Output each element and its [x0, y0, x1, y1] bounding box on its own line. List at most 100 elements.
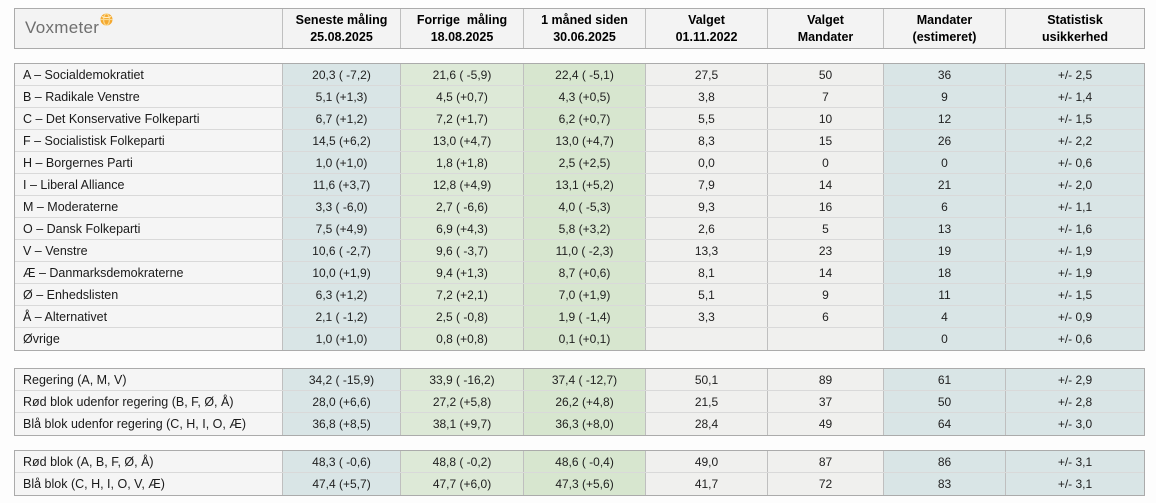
value-cell: 4,3 (+0,5)	[524, 86, 646, 107]
row-label: B – Radikale Venstre	[15, 86, 283, 107]
value-cell: 7,2 (+1,7)	[401, 108, 524, 129]
value-cell: 10	[768, 108, 884, 129]
value-cell: 47,7 (+6,0)	[401, 473, 524, 495]
value-cell: +/- 1,1	[1006, 196, 1144, 217]
value-cell: 14,5 (+6,2)	[283, 130, 401, 151]
value-cell: 72	[768, 473, 884, 495]
column-header: Mandater (estimeret)	[884, 9, 1006, 48]
value-cell: 21	[884, 174, 1006, 195]
value-cell: 1,9 ( -1,4)	[524, 306, 646, 327]
value-cell: 37,4 ( -12,7)	[524, 369, 646, 390]
column-header-title: Statistisk	[1047, 13, 1103, 27]
value-cell: 7,5 (+4,9)	[283, 218, 401, 239]
globe-icon	[100, 13, 113, 27]
value-cell: 14	[768, 262, 884, 283]
value-cell: 0	[884, 328, 1006, 350]
value-cell: 5,8 (+3,2)	[524, 218, 646, 239]
column-header-subtitle: 25.08.2025	[310, 29, 373, 44]
value-cell: 36,3 (+8,0)	[524, 413, 646, 435]
table-row: A – Socialdemokratiet 20,3 ( -7,2) 21,6 ( …	[15, 64, 1144, 86]
row-label: Å – Alternativet	[15, 306, 283, 327]
value-cell: 0	[768, 152, 884, 173]
table-row: Regering (A, M, V) 34,2 ( -15,9) 33,9 ( -1…	[15, 369, 1144, 391]
value-cell: 0	[884, 152, 1006, 173]
value-cell: 10,0 (+1,9)	[283, 262, 401, 283]
value-cell: 49,0	[646, 451, 768, 472]
value-cell: 1,8 (+1,8)	[401, 152, 524, 173]
value-cell: 7,0 (+1,9)	[524, 284, 646, 305]
value-cell: 47,3 (+5,6)	[524, 473, 646, 495]
value-cell: 36,8 (+8,5)	[283, 413, 401, 435]
value-cell: +/- 1,5	[1006, 284, 1144, 305]
row-label: C – Det Konservative Folkeparti	[15, 108, 283, 129]
value-cell: 0,0	[646, 152, 768, 173]
value-cell: +/- 1,6	[1006, 218, 1144, 239]
brand-cell: Voxmeter	[15, 9, 283, 48]
row-label: I – Liberal Alliance	[15, 174, 283, 195]
value-cell: 13,3	[646, 240, 768, 261]
value-cell: 6,9 (+4,3)	[401, 218, 524, 239]
value-cell: 34,2 ( -15,9)	[283, 369, 401, 390]
value-cell: 5,1 (+1,3)	[283, 86, 401, 107]
value-cell: 26	[884, 130, 1006, 151]
value-cell: 9	[884, 86, 1006, 107]
table-row: C – Det Konservative Folkeparti 6,7 (+1,2…	[15, 108, 1144, 130]
value-cell: 10,6 ( -2,7)	[283, 240, 401, 261]
column-header-title: Valget	[807, 13, 844, 27]
table-row: B – Radikale Venstre 5,1 (+1,3) 4,5 (+0,7)…	[15, 86, 1144, 108]
column-header-title: Forrige måling	[416, 13, 508, 27]
value-cell: 6	[884, 196, 1006, 217]
row-label: A – Socialdemokratiet	[15, 64, 283, 85]
value-cell: 50	[768, 64, 884, 85]
table-row: Blå blok udenfor regering (C, H, I, O, Æ…	[15, 413, 1144, 435]
value-cell: +/- 2,5	[1006, 64, 1144, 85]
value-cell: +/- 0,6	[1006, 152, 1144, 173]
value-cell: 7	[768, 86, 884, 107]
value-cell: 28,4	[646, 413, 768, 435]
government-blocks-table-section: Regering (A, M, V) 34,2 ( -15,9) 33,9 ( -1…	[14, 368, 1145, 436]
table-row: F – Socialistisk Folkeparti 14,5 (+6,2) 13…	[15, 130, 1144, 152]
column-header-title: 1 måned siden	[541, 13, 628, 27]
table-row: H – Borgernes Parti 1,0 (+1,0) 1,8 (+1,8) 2…	[15, 152, 1144, 174]
value-cell: 64	[884, 413, 1006, 435]
value-cell: 86	[884, 451, 1006, 472]
value-cell: 6,3 (+1,2)	[283, 284, 401, 305]
value-cell: 3,3 ( -6,0)	[283, 196, 401, 217]
value-cell: 20,3 ( -7,2)	[283, 64, 401, 85]
value-cell: 21,6 ( -5,9)	[401, 64, 524, 85]
column-header-subtitle: (estimeret)	[912, 29, 977, 44]
value-cell: +/- 2,9	[1006, 369, 1144, 390]
value-cell: 38,1 (+9,7)	[401, 413, 524, 435]
value-cell: 33,9 ( -16,2)	[401, 369, 524, 390]
value-cell: 8,1	[646, 262, 768, 283]
value-cell: 4,0 ( -5,3)	[524, 196, 646, 217]
value-cell: 83	[884, 473, 1006, 495]
value-cell: 12,8 (+4,9)	[401, 174, 524, 195]
value-cell: 2,5 ( -0,8)	[401, 306, 524, 327]
value-cell: 3,3	[646, 306, 768, 327]
row-label: M – Moderaterne	[15, 196, 283, 217]
table-row: M – Moderaterne 3,3 ( -6,0) 2,7 ( -6,6) 4,0…	[15, 196, 1144, 218]
value-cell: 36	[884, 64, 1006, 85]
value-cell: 9,6 ( -3,7)	[401, 240, 524, 261]
voxmeter-logo-text: Voxmeter	[25, 18, 100, 38]
row-label: F – Socialistisk Folkeparti	[15, 130, 283, 151]
value-cell: +/- 1,5	[1006, 108, 1144, 129]
value-cell: 1,0 (+1,0)	[283, 152, 401, 173]
row-label: O – Dansk Folkeparti	[15, 218, 283, 239]
table-row: O – Dansk Folkeparti 7,5 (+4,9) 6,9 (+4,3)…	[15, 218, 1144, 240]
value-cell: 15	[768, 130, 884, 151]
value-cell: 28,0 (+6,6)	[283, 391, 401, 412]
value-cell: 49	[768, 413, 884, 435]
column-header: Seneste måling 25.08.2025	[283, 9, 401, 48]
value-cell: 9,3	[646, 196, 768, 217]
value-cell: 3,8	[646, 86, 768, 107]
row-label: Regering (A, M, V)	[15, 369, 283, 390]
value-cell: 11	[884, 284, 1006, 305]
column-header-subtitle: usikkerhed	[1041, 29, 1108, 44]
row-label: Blå blok (C, H, I, O, V, Æ)	[15, 473, 283, 495]
value-cell: 13,0 (+4,7)	[524, 130, 646, 151]
value-cell: 61	[884, 369, 1006, 390]
value-cell: 2,7 ( -6,6)	[401, 196, 524, 217]
